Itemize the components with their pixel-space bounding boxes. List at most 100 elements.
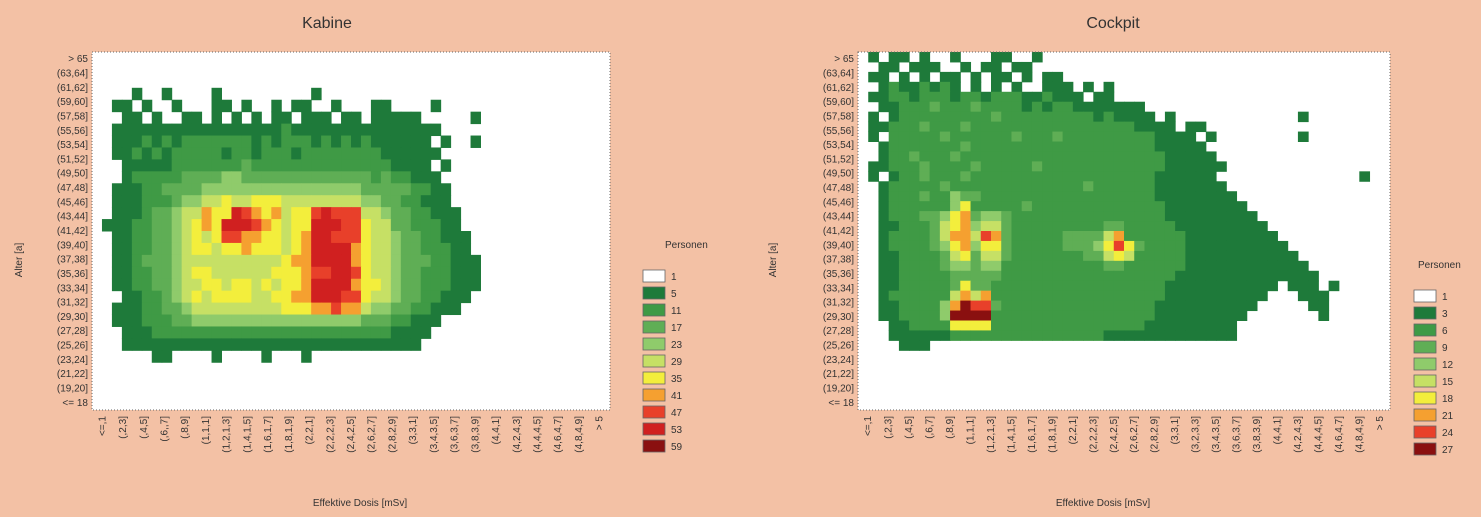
heatmap-cell (370, 207, 382, 220)
heatmap-cell (321, 183, 332, 196)
heatmap-cell (1246, 300, 1258, 312)
heatmap-cell (331, 326, 342, 339)
heatmap-cell (898, 191, 910, 202)
heatmap-cell (1093, 111, 1105, 123)
heatmap-cell (1175, 320, 1186, 331)
heatmap-cell (321, 254, 332, 268)
heatmap-cell (1001, 171, 1012, 182)
heatmap-cell (1216, 211, 1227, 222)
heatmap-cell (898, 240, 910, 252)
x-tick-label: (4,6,4,7] (553, 416, 564, 453)
legend-swatch (642, 422, 666, 436)
heatmap-cell (909, 211, 920, 222)
heatmap-cell (1052, 71, 1064, 83)
heatmap-cell (291, 266, 302, 280)
heatmap-cell (191, 266, 203, 280)
heatmap-cell (1124, 310, 1135, 321)
heatmap-cell (1103, 191, 1115, 202)
heatmap-cell (430, 123, 442, 137)
heatmap-cell (1297, 131, 1309, 142)
heatmap-cell (161, 135, 173, 148)
y-tick-label: (29,30] (823, 312, 854, 323)
heatmap-cell (1031, 101, 1043, 113)
heatmap-cell (1052, 280, 1064, 292)
x-tick-label: (4,2,4,3] (1293, 416, 1304, 453)
heatmap-cell (1144, 300, 1156, 312)
heatmap-cell (1124, 221, 1135, 232)
y-tick-label: (59,60] (57, 97, 88, 108)
heatmap-cell (939, 300, 951, 312)
legend-swatch (1413, 340, 1437, 354)
heatmap-cell (121, 207, 133, 220)
heatmap-cell (351, 338, 362, 351)
heatmap-cell (430, 314, 442, 327)
plot-frame (857, 51, 1391, 411)
heatmap-cell (929, 101, 941, 113)
heatmap-cell (878, 61, 890, 73)
heatmap-cell (281, 135, 292, 148)
heatmap-cell (1113, 231, 1125, 242)
heatmap-cell (311, 195, 322, 208)
heatmap-cell (181, 183, 193, 196)
heatmap-cell (929, 300, 941, 312)
heatmap-cell (161, 87, 173, 101)
heatmap-cell (960, 231, 972, 242)
heatmap-cell (1185, 221, 1197, 232)
heatmap-cell (261, 123, 272, 137)
heatmap-cell (231, 111, 242, 125)
heatmap-cell (909, 151, 920, 162)
heatmap-cell (251, 147, 262, 160)
heatmap-cell (1011, 310, 1023, 321)
heatmap-cell (929, 240, 941, 252)
heatmap-cell (1011, 300, 1023, 312)
heatmap-cell (420, 231, 432, 244)
heatmap-cell (430, 147, 442, 160)
heatmap-cell (161, 207, 173, 220)
heatmap-cell (898, 91, 910, 103)
heatmap-cell (341, 314, 352, 327)
heatmap-cell (960, 320, 972, 331)
heatmap-cell (131, 338, 143, 351)
heatmap-cell (1267, 231, 1278, 242)
heatmap-cell (1216, 290, 1227, 302)
heatmap-cell (151, 219, 163, 232)
heatmap-cell (888, 240, 900, 252)
heatmap-cell (1083, 290, 1094, 302)
heatmap-cell (390, 123, 402, 137)
heatmap-cell (251, 159, 262, 172)
heatmap-cell (181, 314, 193, 327)
heatmap-cell (311, 326, 322, 339)
heatmap-cell (470, 135, 481, 148)
heatmap-cell (1021, 91, 1033, 103)
heatmap-cell (291, 254, 302, 268)
heatmap-cell (291, 195, 302, 208)
heatmap-cell (888, 111, 900, 123)
heatmap-cell (380, 123, 392, 137)
heatmap-cell (111, 135, 123, 148)
heatmap-cell (1154, 211, 1166, 222)
heatmap-cell (1072, 231, 1084, 242)
heatmap-cell (1113, 121, 1125, 133)
heatmap-cell (201, 266, 213, 280)
heatmap-cell (939, 101, 951, 113)
heatmap-cell (321, 314, 332, 327)
heatmap-cell (1277, 260, 1289, 272)
heatmap-cell (1042, 111, 1053, 123)
heatmap-cell (440, 195, 452, 208)
heatmap-cell (1124, 240, 1135, 252)
heatmap-cell (1277, 270, 1289, 282)
heatmap-cell (1164, 250, 1176, 262)
heatmap-cell (1134, 320, 1145, 331)
heatmap-cell (909, 340, 920, 351)
heatmap-cell (181, 195, 193, 208)
heatmap-cell (141, 266, 153, 280)
heatmap-cell (1144, 240, 1156, 252)
x-tick-label: (2,2,2,3] (325, 416, 336, 453)
legend-label: 12 (1442, 360, 1454, 371)
heatmap-cell (929, 280, 941, 292)
heatmap-cell (1113, 161, 1125, 172)
heatmap-cell (161, 242, 173, 256)
heatmap-cell (201, 231, 213, 244)
y-tick-label: (31,32] (57, 298, 88, 309)
heatmap-cell (1175, 221, 1186, 232)
